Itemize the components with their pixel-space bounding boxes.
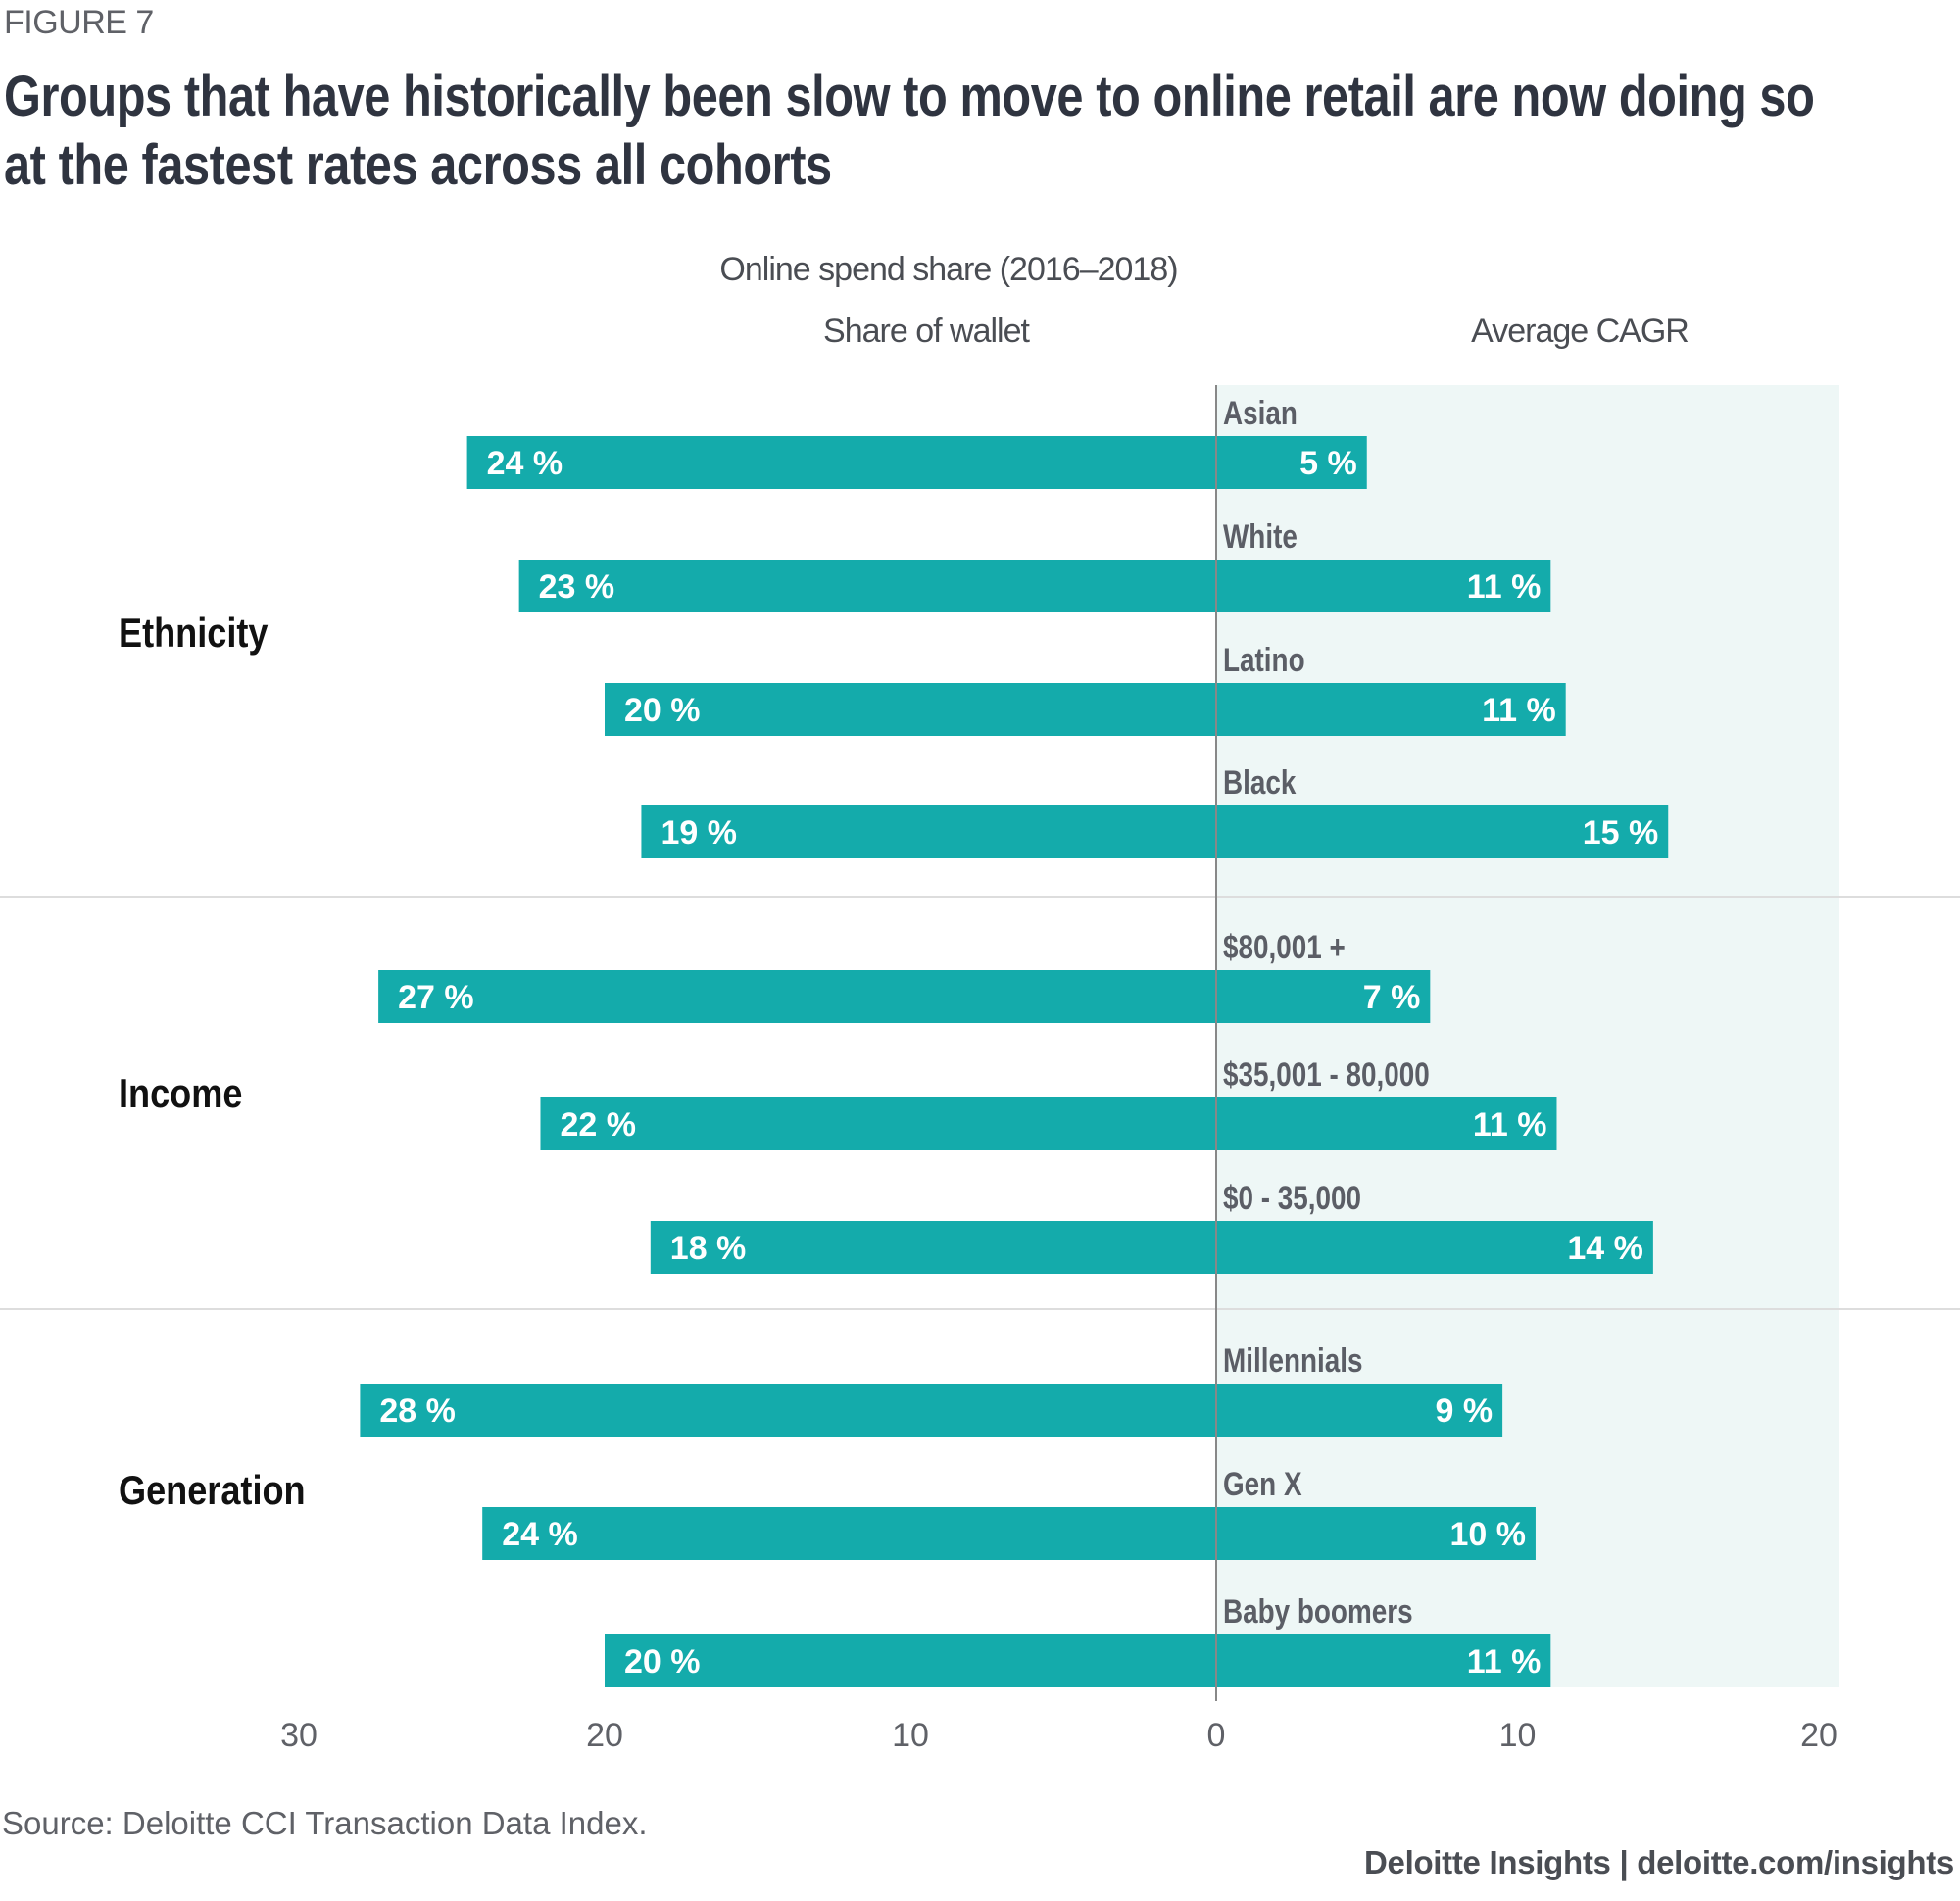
- share-of-wallet-value-label: 20 %: [624, 1643, 701, 1681]
- x-tick-label-right: 20: [1800, 1717, 1838, 1754]
- share-of-wallet-bar: [641, 805, 1216, 858]
- category-label: Black: [1223, 763, 1297, 801]
- cagr-bar: [1216, 1507, 1536, 1560]
- share-of-wallet-value-label: 24 %: [487, 445, 563, 482]
- share-of-wallet-bar: [605, 1634, 1216, 1687]
- cagr-value-label: 14 %: [1567, 1230, 1643, 1267]
- cagr-value-label: 11 %: [1482, 692, 1556, 729]
- x-tick-label-left: 10: [892, 1717, 929, 1754]
- cagr-bar: [1216, 1384, 1503, 1437]
- share-of-wallet-bar: [378, 970, 1216, 1023]
- cagr-value-label: 7 %: [1363, 979, 1421, 1016]
- source-note: Source: Deloitte CCI Transaction Data In…: [2, 1805, 648, 1841]
- share-of-wallet-value-label: 20 %: [624, 692, 701, 729]
- share-of-wallet-bar: [482, 1507, 1216, 1560]
- cagr-bar: [1216, 970, 1431, 1023]
- group-label: Income: [119, 1072, 242, 1117]
- x-tick-label-right: 10: [1499, 1717, 1537, 1754]
- cagr-value-label: 10 %: [1449, 1516, 1526, 1553]
- share-of-wallet-value-label: 22 %: [560, 1106, 636, 1144]
- cagr-bar: [1216, 1097, 1557, 1150]
- x-tick-label-left: 30: [280, 1717, 318, 1754]
- share-of-wallet-value-label: 18 %: [670, 1230, 747, 1267]
- cagr-bar: [1216, 683, 1566, 736]
- category-label: Baby boomers: [1223, 1592, 1413, 1630]
- category-label: Gen X: [1223, 1465, 1302, 1502]
- share-of-wallet-bar: [360, 1384, 1216, 1437]
- cagr-value-label: 9 %: [1436, 1392, 1494, 1430]
- share-of-wallet-bar: [650, 1221, 1216, 1274]
- right-series-header: Average CAGR: [1471, 313, 1690, 350]
- cagr-bar: [1216, 1221, 1653, 1274]
- cagr-value-label: 11 %: [1473, 1106, 1547, 1144]
- share-of-wallet-value-label: 27 %: [398, 979, 474, 1016]
- category-label: Millennials: [1223, 1341, 1362, 1379]
- category-label: Asian: [1223, 394, 1298, 431]
- x-tick-label-left: 20: [586, 1717, 623, 1754]
- share-of-wallet-value-label: 23 %: [539, 568, 615, 606]
- group-label: Ethnicity: [119, 611, 269, 657]
- category-label: $35,001 - 80,000: [1223, 1055, 1430, 1093]
- category-label: Latino: [1223, 641, 1305, 678]
- left-series-header: Share of wallet: [823, 313, 1030, 350]
- cagr-bar: [1216, 805, 1669, 858]
- group-label: Generation: [119, 1469, 306, 1514]
- category-label: White: [1223, 517, 1298, 555]
- share-of-wallet-bar: [605, 683, 1216, 736]
- category-label: $80,001 +: [1223, 928, 1346, 965]
- cagr-bar: [1216, 560, 1551, 612]
- share-of-wallet-value-label: 28 %: [379, 1392, 456, 1430]
- cagr-value-label: 15 %: [1583, 814, 1659, 852]
- cagr-value-label: 11 %: [1467, 568, 1542, 606]
- figure-label: FIGURE 7: [4, 4, 154, 41]
- share-of-wallet-bar: [540, 1097, 1216, 1150]
- share-of-wallet-bar: [466, 436, 1217, 489]
- share-of-wallet-bar: [518, 560, 1216, 612]
- share-of-wallet-value-label: 24 %: [502, 1516, 578, 1553]
- cagr-value-label: 11 %: [1467, 1643, 1542, 1681]
- chart-subtitle: Online spend share (2016–2018): [719, 251, 1178, 288]
- cagr-value-label: 5 %: [1299, 445, 1357, 482]
- cagr-bar: [1216, 436, 1367, 489]
- cagr-bar: [1216, 1634, 1551, 1687]
- share-of-wallet-value-label: 19 %: [661, 814, 737, 852]
- chart-title: Groups that have historically been slow …: [4, 65, 1815, 197]
- category-label: $0 - 35,000: [1223, 1179, 1361, 1216]
- footer-credit: Deloitte Insights | deloitte.com/insight…: [1364, 1844, 1954, 1880]
- x-tick-label-left: 0: [1207, 1717, 1226, 1754]
